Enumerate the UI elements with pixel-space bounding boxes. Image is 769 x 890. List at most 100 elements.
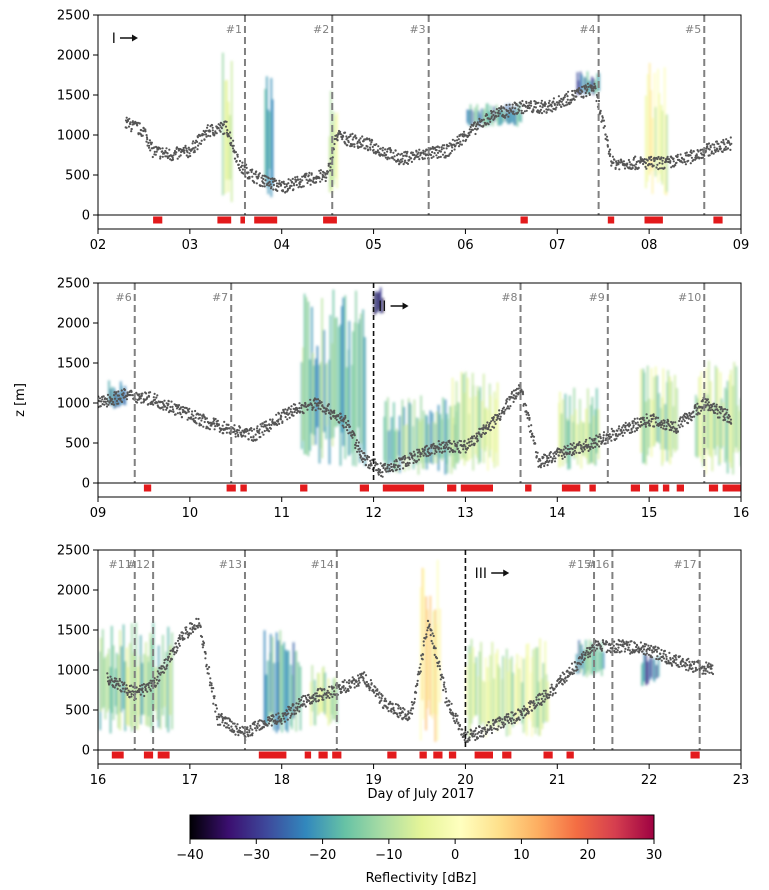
event-label: #16 [586, 558, 609, 571]
radar-echo [373, 287, 384, 315]
flag-marker [589, 484, 596, 492]
y-tick-label: 1000 [57, 129, 90, 144]
radar-echo [419, 560, 441, 742]
flag-marker [460, 484, 493, 492]
flag-marker [359, 484, 369, 492]
x-tick-label: 22 [641, 773, 658, 788]
x-tick-label: 21 [549, 773, 566, 788]
event-label: #1 [226, 23, 242, 36]
event-label: #6 [116, 291, 132, 304]
x-tick-label: 17 [182, 773, 199, 788]
radar-echo [263, 630, 302, 733]
flag-marker [474, 751, 493, 759]
flag-marker [300, 484, 308, 492]
x-tick-label: 03 [182, 238, 199, 253]
event-label: #15 [568, 558, 591, 571]
flag-marker [520, 216, 528, 224]
event-label: #8 [501, 291, 517, 304]
flag-marker [607, 216, 615, 224]
y-tick-label: 1500 [57, 624, 90, 639]
y-tick-label: 500 [65, 704, 90, 719]
y-tick-label: 0 [82, 209, 90, 224]
flags [143, 484, 741, 492]
x-tick-label: 16 [733, 506, 750, 521]
radar-echo [264, 76, 274, 198]
flag-marker [217, 216, 232, 224]
event-label: #3 [409, 23, 425, 36]
colorbar: −40 −30 −20 −10 0 10 20 30 [176, 814, 663, 863]
panel-2: #6 #7 #8 #9 #10 II 0 500 1000 1500 2000 2500 09 10 11 1… [57, 277, 749, 522]
plot-area [124, 52, 733, 203]
flag-marker [713, 216, 723, 224]
colorbar-tick-label: −20 [309, 848, 336, 863]
x-tick-label: 02 [90, 238, 107, 253]
x-tick-label: 23 [733, 773, 750, 788]
colorbar-bar [189, 814, 655, 840]
x-tick-label: 14 [549, 506, 566, 521]
flag-marker [240, 216, 245, 224]
x-tick-label: 07 [549, 238, 566, 253]
event-label: #12 [127, 558, 150, 571]
colorbar-tick-label: −40 [176, 848, 203, 863]
x-tick-label: 16 [90, 773, 107, 788]
flag-marker [323, 216, 337, 224]
flags [153, 216, 723, 224]
x-tick-label: 05 [365, 238, 382, 253]
y-tick-label: 2500 [57, 9, 90, 24]
event-label: #14 [311, 558, 334, 571]
flag-marker [419, 751, 427, 759]
event-label: #11 [109, 558, 132, 571]
flag-marker [543, 751, 553, 759]
flag-marker [722, 484, 741, 492]
y-tick-label: 2000 [57, 584, 90, 599]
flags [111, 751, 700, 759]
event-label: #9 [589, 291, 605, 304]
event-label: #13 [219, 558, 242, 571]
phase-label: II [378, 299, 386, 315]
phase-arrowhead [402, 302, 409, 310]
event-label: #7 [212, 291, 228, 304]
y-tick-label: 500 [65, 437, 90, 452]
y-tick-label: 1000 [57, 397, 90, 412]
flag-marker [525, 484, 532, 492]
colorbar-tick-label: 10 [513, 848, 530, 863]
flag-marker [143, 751, 154, 759]
plot-area [98, 287, 741, 478]
x-tick-label: 09 [90, 506, 107, 521]
flag-marker [143, 484, 152, 492]
radar-echo [383, 395, 458, 475]
flag-marker [387, 751, 397, 759]
radar-echoes [99, 560, 660, 742]
flag-marker [649, 484, 659, 492]
flag-marker [708, 484, 719, 492]
colorbar-tick-label: 30 [646, 848, 663, 863]
x-tick-label: 06 [457, 238, 474, 253]
flag-marker [332, 751, 342, 759]
y-tick-label: 2500 [57, 277, 90, 292]
colorbar-tick-label: 0 [451, 848, 459, 863]
colorbar-tick-label: 20 [579, 848, 596, 863]
event-label: #17 [673, 558, 696, 571]
x-axis-label: Day of July 2017 [367, 787, 474, 802]
x-tick-label: 04 [273, 238, 290, 253]
x-tick-label: 08 [641, 238, 658, 253]
flag-marker [304, 751, 312, 759]
panel-1: #1 #2 #3 #4 #5 I 0 500 1000 1500 2000 2500 02 03 04 05 0… [57, 9, 749, 254]
flag-marker [153, 216, 163, 224]
y-tick-label: 2000 [57, 317, 90, 332]
flag-marker [630, 484, 640, 492]
y-axis-label: z [m] [13, 383, 28, 417]
flag-marker [566, 751, 574, 759]
y-tick-label: 500 [65, 169, 90, 184]
y-tick-label: 1500 [57, 89, 90, 104]
x-tick-label: 20 [457, 773, 474, 788]
radar-echo [222, 52, 233, 203]
colorbar-label: Reflectivity [dBz] [366, 871, 477, 886]
flag-marker [382, 484, 425, 492]
y-tick-label: 2500 [57, 544, 90, 559]
phase-arrowhead [131, 34, 138, 42]
cloud-base-points [98, 384, 733, 478]
radar-echo [641, 652, 660, 686]
flag-marker [318, 751, 328, 759]
